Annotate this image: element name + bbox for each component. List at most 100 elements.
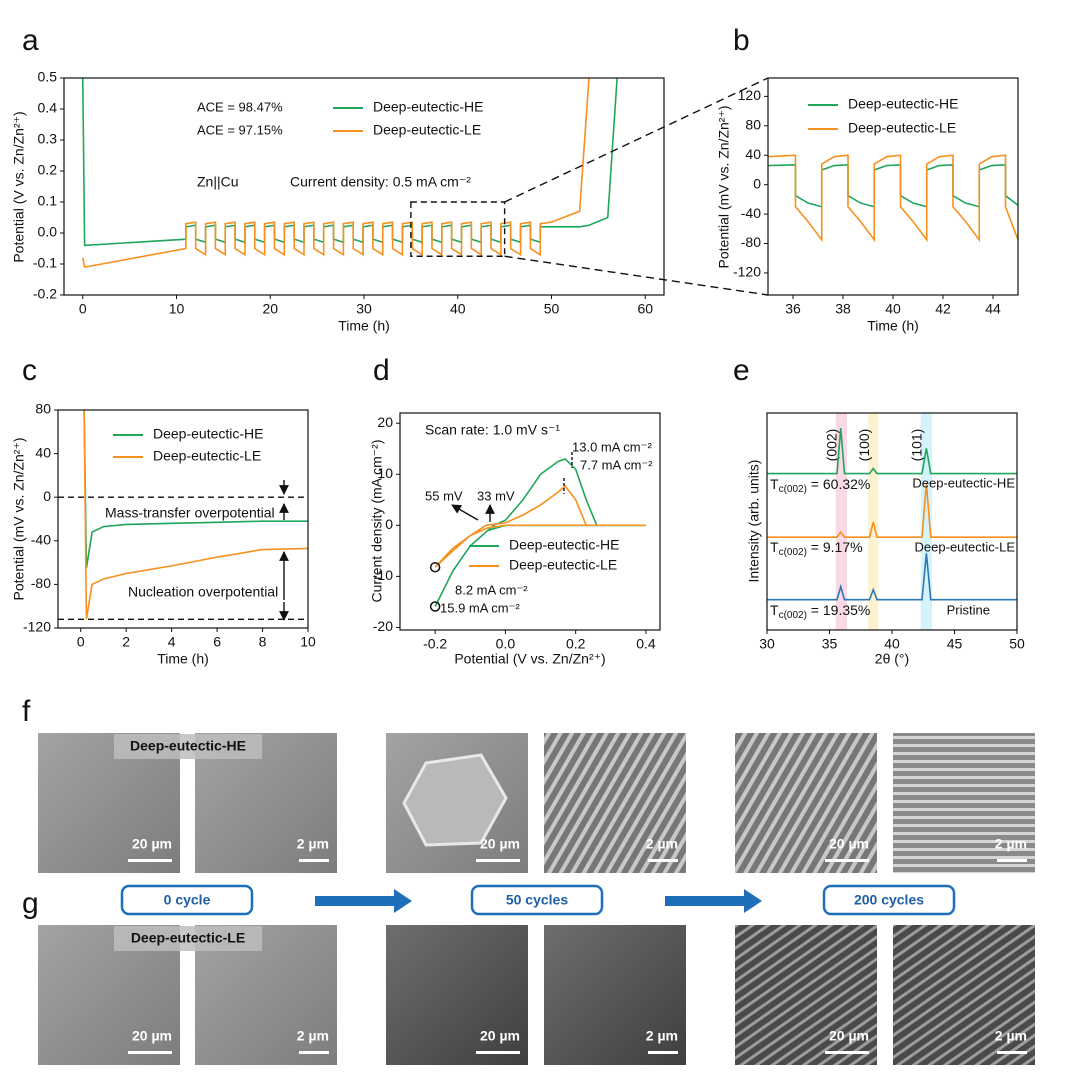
x-tick-label: 50 [544, 301, 560, 317]
x-tick-label: 0 [77, 634, 85, 650]
scale-bar-label: 20 µm [132, 1028, 172, 1044]
sem-image [893, 925, 1035, 1065]
legend-label: Deep-eutectic-HE [848, 96, 959, 112]
y-tick-label: -40 [31, 532, 51, 548]
panel-letter: d [373, 354, 390, 387]
scale-bar [997, 859, 1027, 862]
y-axis-label: Potential (mV vs. Zn/Zn²⁺) [11, 438, 27, 601]
legend-label: Deep-eutectic-HE [509, 537, 620, 553]
curve-label: Pristine [947, 602, 990, 617]
band-label: (100) [856, 429, 872, 462]
annotation: 55 mV [425, 488, 463, 503]
x-tick-label: 40 [450, 301, 466, 317]
y-tick-label: 40 [745, 146, 761, 162]
x-axis-label: Potential (V vs. Zn/Zn²⁺) [454, 651, 605, 667]
y-tick-label: -120 [23, 619, 51, 635]
x-tick-label: 0.4 [636, 636, 656, 652]
tc-subscript: c(002) [779, 547, 807, 558]
y-tick-label: -40 [741, 205, 761, 221]
scale-bar-label: 20 µm [829, 1028, 869, 1044]
y-tick-label: -120 [733, 264, 761, 280]
y-tick-label: 0.2 [38, 162, 58, 178]
y-tick-label: 0.4 [38, 100, 58, 116]
y-tick-label: -80 [741, 234, 761, 250]
x-tick-label: 0.0 [496, 636, 516, 652]
sem-image [544, 925, 686, 1065]
x-tick-label: 10 [169, 301, 185, 317]
x-tick-label: 44 [985, 301, 1001, 317]
sem-image [893, 733, 1035, 873]
scale-bar-label: 20 µm [480, 1028, 520, 1044]
panel-letter: b [733, 24, 750, 57]
x-tick-label: 4 [168, 634, 176, 650]
y-tick-label: -0.2 [33, 286, 57, 302]
scale-bar-label: 2 µm [297, 836, 329, 852]
annotation: Scan rate: 1.0 mV s⁻¹ [425, 422, 560, 438]
series-line [768, 163, 1018, 208]
row-label-box [114, 926, 262, 951]
series-line [768, 154, 1018, 243]
x-tick-label: 10 [300, 634, 316, 650]
stage-box [822, 884, 956, 916]
legend-label: Deep-eutectic-HE [153, 426, 264, 442]
highlight-band [920, 413, 932, 630]
highlight-band [868, 413, 879, 630]
y-tick-label: 40 [35, 444, 51, 460]
sem-image [544, 733, 686, 873]
legend-label: Deep-eutectic-HE [373, 99, 484, 115]
row-label: Deep-eutectic-LE [131, 930, 245, 946]
panel-letter: c [22, 354, 37, 387]
x-tick-label: 6 [213, 634, 221, 650]
annotation: 7.7 mA cm⁻² [580, 457, 653, 472]
texture-coefficient: Tc(002) = 60.32% [770, 476, 870, 495]
crystal [402, 753, 508, 847]
y-tick-label: -20 [373, 618, 393, 634]
y-tick-label: 0.5 [38, 69, 58, 85]
y-axis-label: Potential (V vs. Zn/Zn²⁺) [11, 111, 27, 262]
y-axis-label: Intensity (arb. units) [746, 460, 762, 583]
y-tick-label: -80 [31, 575, 51, 591]
annotation: Nucleation overpotential [128, 584, 278, 600]
legend-label: Deep-eutectic-LE [509, 557, 617, 573]
panel-letter: a [22, 24, 39, 57]
scale-bar-label: 2 µm [297, 1028, 329, 1044]
x-axis-label: Time (h) [867, 318, 919, 334]
scale-bar [825, 859, 869, 862]
annotation: 33 mV [477, 488, 515, 503]
y-axis-label: Current density (mA cm⁻²) [369, 440, 385, 603]
scale-bar [476, 859, 520, 862]
tc-symbol: T [770, 602, 779, 618]
series-line [83, 410, 308, 620]
annotation: ACE = 97.15% [197, 122, 283, 137]
plot-frame [766, 412, 1018, 631]
x-tick-label: 2 [122, 634, 130, 650]
annotation: 13.0 mA cm⁻² [572, 439, 652, 454]
panel-letter: e [733, 354, 750, 387]
x-tick-label: 50 [1009, 636, 1025, 652]
y-tick-label: 20 [377, 414, 393, 430]
texture-coefficient: Tc(002) = 9.17% [770, 539, 863, 558]
series-line [81, 78, 618, 247]
y-tick-label: 0.0 [38, 224, 58, 240]
stage-box [120, 884, 254, 916]
legend-label: Deep-eutectic-LE [153, 448, 261, 464]
series-line [767, 553, 1017, 601]
scale-bar [997, 1051, 1027, 1054]
row-label: Deep-eutectic-HE [130, 738, 246, 754]
y-tick-label: 0 [43, 488, 51, 504]
x-tick-label: 0.2 [566, 636, 586, 652]
marker-circle [429, 561, 441, 573]
annotation: Mass-transfer overpotential [105, 505, 275, 521]
scale-bar-label: 2 µm [995, 1028, 1027, 1044]
band-label: (101) [908, 429, 924, 462]
scale-bar [648, 859, 678, 862]
series-line [83, 410, 308, 569]
annotation: ACE = 98.47% [197, 99, 283, 114]
scale-bar-label: 20 µm [480, 836, 520, 852]
scale-bar [299, 859, 329, 862]
highlight-band [835, 413, 847, 630]
plot-frame [399, 412, 661, 631]
x-tick-label: 45 [947, 636, 963, 652]
scale-bar-label: 2 µm [646, 1028, 678, 1044]
series-line [767, 428, 1017, 475]
